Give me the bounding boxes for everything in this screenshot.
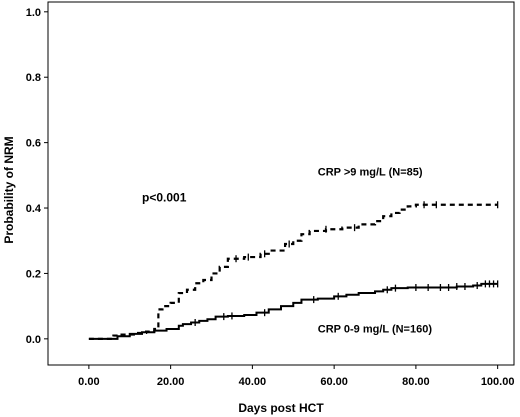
y-tick-label: 0.4	[26, 203, 42, 215]
y-tick-label: 1.0	[26, 7, 41, 19]
y-tick-label: 0.0	[26, 334, 41, 346]
x-tick-label: 40.00	[239, 376, 267, 388]
series-label-1: CRP >9 mg/L (N=85)	[318, 166, 423, 178]
x-tick-label: 0.00	[78, 376, 99, 388]
y-tick-label: 0.8	[26, 72, 41, 84]
x-axis-title: Days post HCT	[238, 401, 324, 415]
series-line-1	[88, 203, 498, 340]
y-axis: 0.0 0.2 0.4 0.6 0.8 1.0	[26, 7, 48, 346]
y-axis-title: Probability of NRM	[2, 136, 16, 243]
x-tick-label: 60.00	[320, 376, 348, 388]
x-tick-label: 80.00	[402, 376, 430, 388]
plot-area-frame	[47, 1, 515, 366]
series-layer	[88, 201, 499, 340]
x-axis: 0.00 20.00 40.00 60.00 80.00 100.00	[78, 365, 514, 388]
x-tick-label: 20.00	[157, 376, 185, 388]
y-tick-label: 0.6	[26, 138, 41, 150]
x-tick-label: 100.00	[481, 376, 515, 388]
annotation-layer: p<0.001 CRP >9 mg/L (N=85) CRP 0-9 mg/L (N…	[142, 166, 432, 335]
series-label-2: CRP 0-9 mg/L (N=160)	[318, 323, 433, 335]
y-tick-label: 0.2	[26, 268, 41, 280]
series-line-2	[88, 282, 498, 340]
p-value-label: p<0.001	[142, 190, 187, 204]
